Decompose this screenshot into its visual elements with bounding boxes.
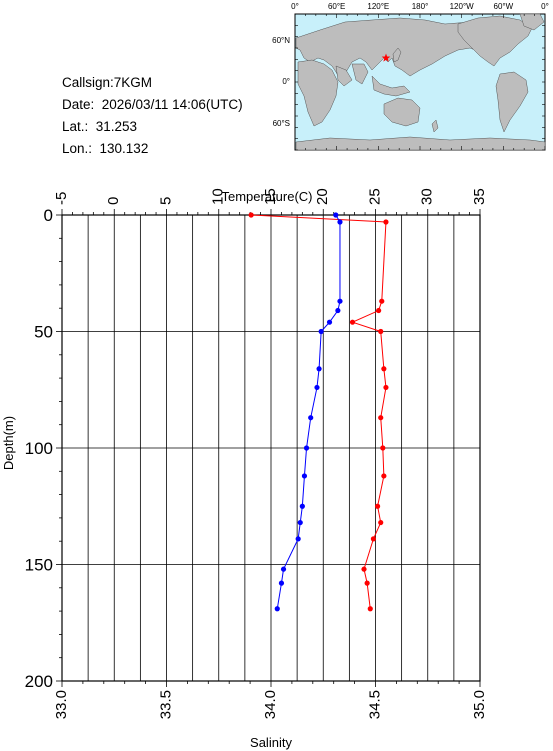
salinity-data-point [326, 319, 333, 325]
salinity-data-point [299, 503, 305, 509]
temperature-data-point [378, 415, 384, 421]
land-australia [383, 97, 421, 127]
salinity-tick-label: 34.0 [262, 690, 279, 719]
salinity-data-point [337, 219, 343, 225]
date-text: Date: 2026/03/11 14:06(UTC) [62, 97, 243, 112]
depth-tick-label: 100 [25, 439, 53, 458]
chart-ticks [56, 209, 481, 687]
map-lon-label: 60°E [328, 2, 345, 11]
salinity-data-point [333, 212, 339, 218]
salinity-tick-label: 35.0 [471, 690, 488, 719]
temperature-tick-label: 25 [366, 188, 383, 205]
salinity-tick-label: 33.0 [53, 690, 70, 719]
callsign-text: Callsign:7KGM [62, 75, 153, 90]
map-lon-label: 120°E [367, 2, 389, 11]
temperature-tick-labels: -5 0 5 10 15 20 25 30 35 [53, 188, 488, 205]
depth-tick-label: 50 [34, 323, 53, 342]
salinity-data-point [308, 415, 314, 421]
salinity-data-point [335, 307, 341, 314]
salinity-data-point [314, 384, 320, 391]
depth-tick-label: 150 [25, 556, 53, 575]
map-land [295, 13, 546, 151]
temperature-data-point [378, 519, 384, 526]
salinity-data-point [318, 328, 324, 335]
plot-frame [61, 214, 481, 682]
salinity-data-point [278, 580, 285, 586]
temperature-tick-label: 0 [105, 197, 122, 205]
salinity-profile-line [276, 214, 341, 609]
salinity-data-point [316, 366, 322, 372]
temperature-tick-label: 5 [157, 197, 174, 205]
land-africa [297, 59, 339, 127]
land-se-asia [371, 75, 411, 97]
salinity-data-point [297, 519, 303, 526]
land-south-america [495, 71, 529, 133]
temperature-axis-label: Temperature(C) [221, 189, 312, 204]
temperature-data-point [383, 219, 389, 225]
temperature-data-point [361, 566, 367, 572]
temperature-data-point [370, 536, 377, 542]
depth-tick-label: 200 [25, 672, 53, 691]
depth-axis-label: Depth(m) [1, 416, 16, 470]
salinity-data-point [274, 606, 280, 612]
salinity-data-point [337, 298, 343, 304]
temperature-tick-label: 10 [210, 188, 227, 205]
land-antarctica [295, 136, 546, 151]
temperature-data-point [376, 307, 382, 314]
land-north-america [457, 15, 533, 67]
depth-tick-labels: 0 50 100 150 200 [25, 206, 53, 691]
map-lon-label: 120°W [450, 2, 475, 11]
map-ticks [294, 13, 546, 151]
chart-grid [61, 214, 481, 682]
salinity-tick-label: 33.5 [157, 690, 174, 719]
map-lat-label: 60°N [272, 36, 290, 45]
chart-series [248, 212, 389, 612]
land-nz [431, 119, 439, 133]
map-top-labels: 0° 60°E 120°E 180° 120°W 60°W 0° [291, 2, 549, 11]
station-marker [381, 53, 391, 62]
temperature-data-point [380, 445, 386, 451]
map-lat-labels: 60°N 0° 60°S [272, 36, 290, 128]
temperature-data-point [379, 298, 385, 304]
land-japan [392, 47, 402, 63]
lon-text: Lon.: 130.132 [62, 141, 149, 156]
map-lon-label: 0° [541, 2, 549, 11]
temperature-data-point [374, 503, 381, 509]
salinity-data-point [295, 536, 301, 542]
lat-text: Lat.: 31.253 [62, 119, 138, 134]
salinity-data-point [303, 445, 310, 451]
temperature-profile-line [251, 214, 387, 609]
depth-tick-label: 0 [44, 206, 53, 225]
temperature-data-point [383, 384, 389, 391]
station-info: Callsign:7KGM Date: 2026/03/11 14:06(UTC… [62, 72, 243, 160]
temperature-data-point [367, 606, 373, 612]
land-arabia [335, 65, 353, 87]
temperature-data-point [378, 328, 384, 335]
map-lat-label: 60°S [273, 119, 290, 128]
map-lon-label: 180° [412, 2, 429, 11]
land-india [351, 63, 369, 85]
salinity-tick-label: 34.5 [366, 690, 383, 719]
temperature-tick-label: -5 [53, 192, 70, 205]
temperature-tick-label: 15 [262, 188, 279, 205]
map-lat-label: 0° [282, 77, 290, 86]
land-greenland [519, 13, 545, 31]
temperature-data-point [364, 580, 370, 586]
temperature-tick-label: 30 [419, 188, 436, 205]
world-map: 0° 60°E 120°E 180° 120°W 60°W 0° 60°N 0° 60°S [272, 2, 549, 151]
salinity-data-point [280, 566, 287, 572]
salinity-data-point [301, 473, 308, 479]
temperature-data-point [349, 319, 356, 325]
temperature-data-point [381, 473, 387, 479]
temperature-data-point [381, 366, 387, 372]
temperature-tick-label: 35 [471, 188, 488, 205]
salinity-tick-labels: 33.0 33.5 34.0 34.5 35.0 [53, 690, 488, 719]
temperature-tick-label: 20 [314, 188, 331, 205]
map-lon-label: 60°W [494, 2, 514, 11]
map-lon-label: 0° [291, 2, 299, 11]
salinity-axis-label: Salinity [250, 735, 292, 750]
temperature-data-point [248, 212, 254, 218]
